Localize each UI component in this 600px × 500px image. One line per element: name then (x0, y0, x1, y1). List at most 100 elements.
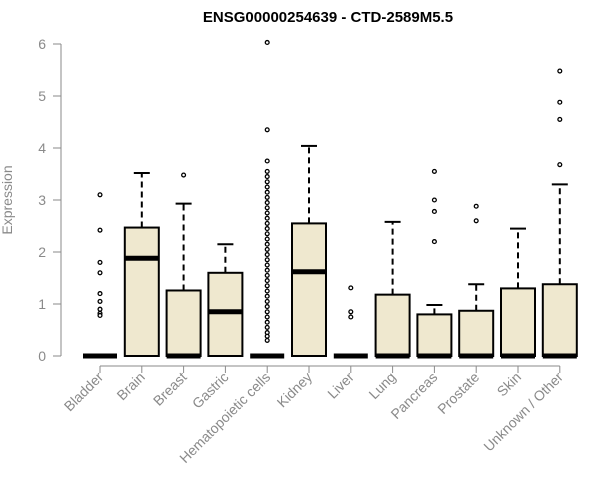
outlier-point (264, 215, 270, 221)
outlier-point (264, 200, 270, 206)
box-group (83, 192, 117, 359)
outlier-point (264, 179, 270, 185)
x-tick-label: Kidney (274, 369, 316, 411)
outlier-point (97, 298, 103, 304)
outlier-point (264, 324, 270, 330)
outlier-point (264, 314, 270, 320)
box-iqr (165, 289, 202, 358)
outlier-point (557, 162, 563, 168)
x-tick-label: Unknown / Other (480, 369, 566, 455)
box-iqr (458, 309, 495, 358)
outlier-point (264, 304, 270, 310)
outlier-point (431, 239, 437, 245)
x-tick-label: Skin (494, 369, 525, 400)
box-iqr (500, 287, 536, 357)
outlier-point (97, 270, 103, 276)
box-group (207, 243, 244, 357)
outlier-point (348, 309, 354, 315)
outlier-point (264, 127, 270, 133)
box-iqr (374, 293, 411, 358)
outlier-point (473, 218, 479, 224)
outlier-point (473, 203, 479, 209)
y-tick-label: 1 (38, 296, 46, 312)
x-tick-label: Liver (324, 369, 357, 402)
y-tick-label: 6 (38, 36, 46, 52)
chart-title: ENSG00000254639 - CTD-2589M5.5 (203, 9, 453, 26)
outlier-point (264, 231, 270, 237)
box-group (165, 172, 202, 359)
outlier-point (348, 314, 354, 320)
outlier-point (264, 39, 270, 45)
outlier-point (264, 283, 270, 289)
box-group (291, 144, 327, 357)
y-axis-label: Expression (0, 165, 15, 234)
outlier-point (264, 252, 270, 258)
x-tick-label: Prostate (434, 369, 482, 417)
y-tick-label: 4 (38, 140, 46, 156)
outlier-point (97, 227, 103, 233)
outlier-point (264, 262, 270, 268)
box-group (250, 39, 285, 359)
outlier-point (264, 309, 270, 315)
outlier-point (264, 267, 270, 273)
y-tick-label: 5 (38, 88, 46, 104)
outlier-point (264, 241, 270, 247)
outlier-point (264, 205, 270, 211)
outlier-point (97, 312, 103, 318)
box-group (500, 227, 536, 359)
outlier-point (557, 68, 563, 74)
outlier-point (264, 174, 270, 180)
outlier-point (97, 291, 103, 297)
box-iqr (416, 313, 453, 357)
outlier-point (264, 168, 270, 174)
outlier-point (97, 306, 103, 312)
outlier-point (264, 220, 270, 226)
box-iqr (541, 283, 578, 357)
outlier-point (264, 210, 270, 216)
outlier-point (264, 184, 270, 190)
outlier-point (431, 197, 437, 203)
outlier-point (264, 246, 270, 252)
outlier-point (264, 333, 270, 339)
outlier-point (264, 194, 270, 200)
box-iqr (207, 271, 244, 357)
outlier-point (264, 257, 270, 263)
outlier-point (431, 168, 437, 174)
outlier-point (264, 288, 270, 294)
outlier-point (264, 272, 270, 278)
outlier-point (97, 192, 103, 198)
box-group (416, 168, 453, 359)
outlier-point (264, 236, 270, 242)
outlier-point (264, 319, 270, 325)
outlier-point (181, 172, 187, 178)
outlier-point (264, 189, 270, 195)
box-group (123, 171, 160, 357)
y-tick-label: 0 (38, 348, 46, 364)
outlier-point (557, 116, 563, 122)
outlier-point (97, 259, 103, 265)
box-group (458, 203, 495, 359)
outlier-point (431, 208, 437, 214)
outlier-point (348, 285, 354, 291)
outlier-point (264, 158, 270, 164)
box-group (374, 220, 411, 359)
plot-area (83, 39, 578, 359)
y-tick-label: 2 (38, 244, 46, 260)
x-tick-label: Lung (365, 369, 398, 402)
outlier-point (264, 226, 270, 232)
box-iqr (291, 222, 327, 357)
y-tick-label: 3 (38, 192, 46, 208)
outlier-point (264, 337, 270, 343)
outlier-point (264, 278, 270, 284)
box-group (333, 285, 368, 359)
x-tick-label: Brain (113, 369, 147, 403)
box-iqr (123, 226, 160, 357)
outlier-point (264, 298, 270, 304)
box-group (541, 68, 578, 359)
x-tick-label: Breast (150, 369, 190, 409)
y-axis: 0 1 2 3 4 5 6 (38, 36, 62, 364)
outlier-point (557, 99, 563, 105)
outlier-point (264, 293, 270, 299)
